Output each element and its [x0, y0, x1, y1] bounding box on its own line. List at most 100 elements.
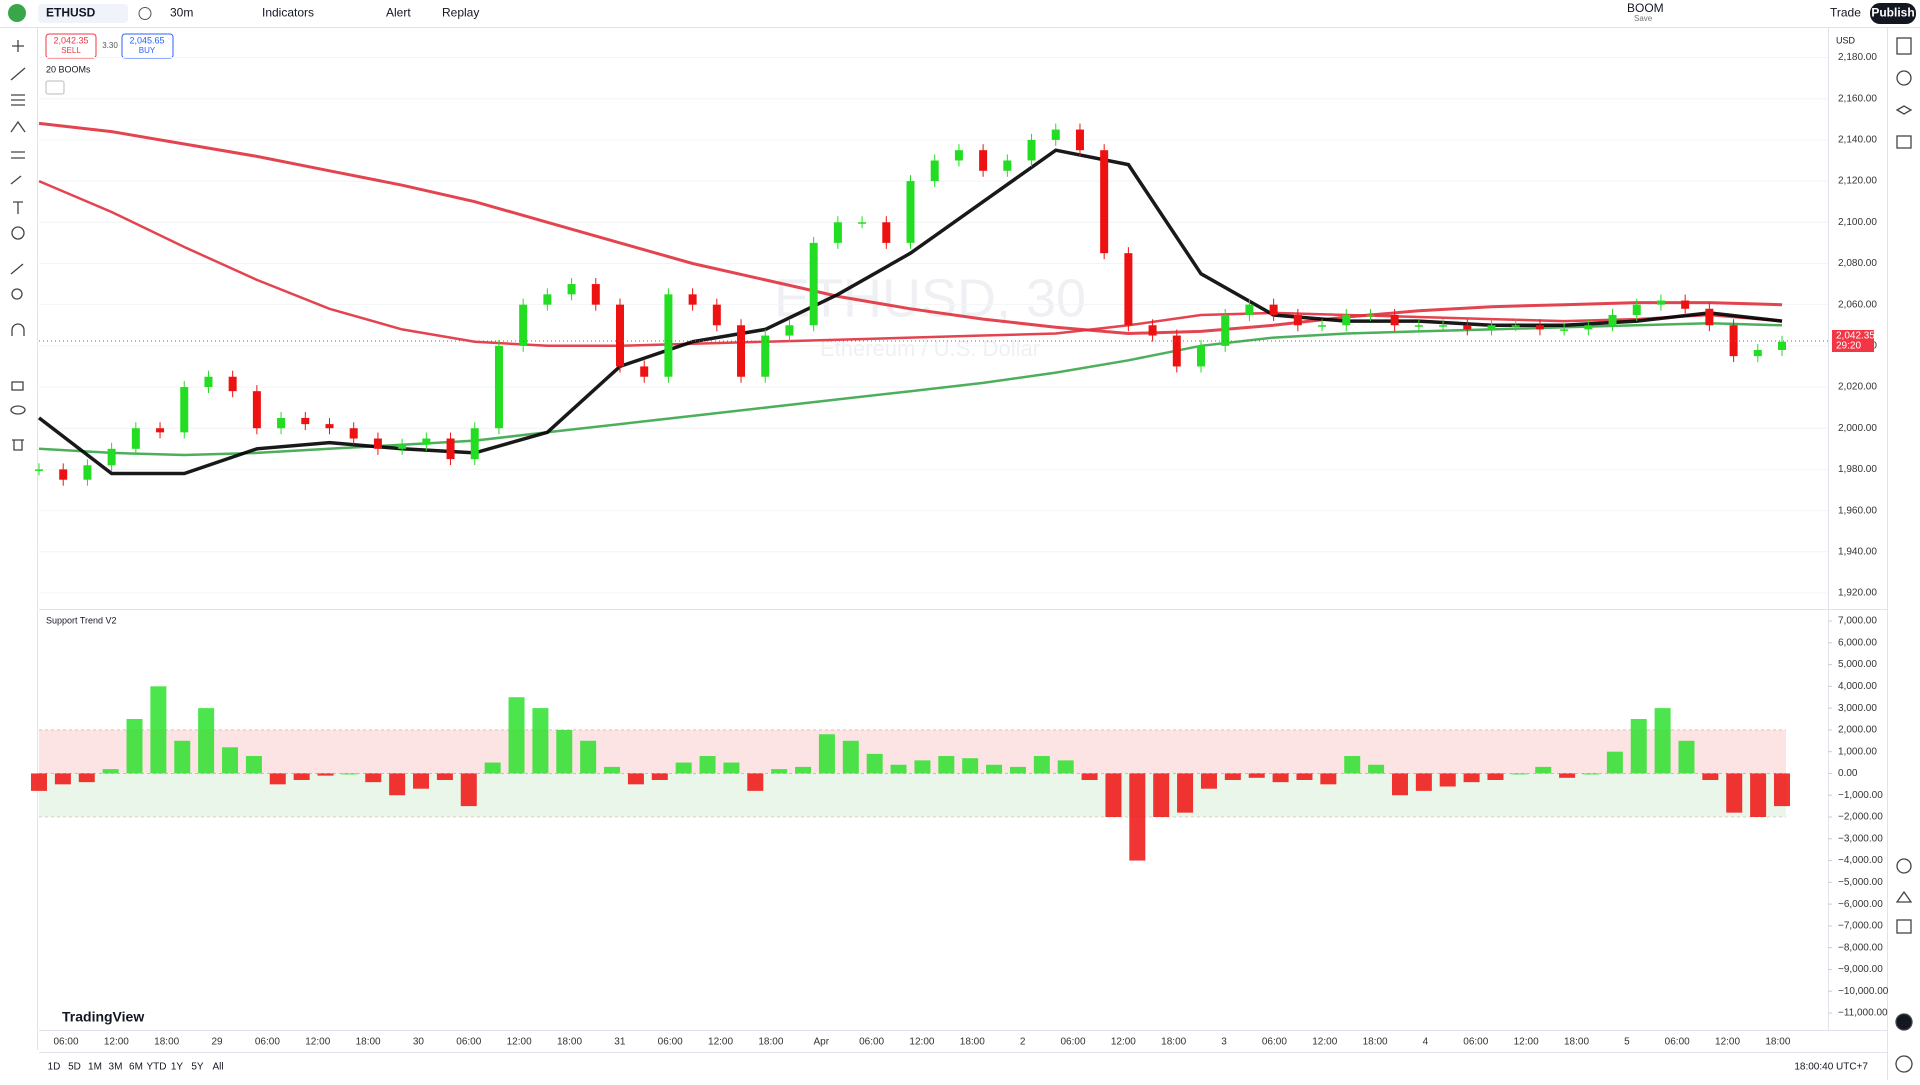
- oscillator-zone: [39, 729, 1786, 774]
- candle: [1463, 325, 1472, 330]
- candle: [543, 294, 552, 305]
- time-label: 18:00: [154, 1037, 179, 1048]
- lock-tool[interactable]: [11, 381, 24, 391]
- publish-button[interactable]: Publish: [1871, 6, 1914, 20]
- replay-button[interactable]: Replay: [442, 6, 479, 20]
- time-label: 2: [1020, 1037, 1026, 1048]
- ideas-icon[interactable]: [1895, 890, 1913, 903]
- layout-status: Save: [1634, 14, 1653, 23]
- zoom-tool[interactable]: [11, 288, 23, 300]
- trend-line-tool[interactable]: [10, 67, 26, 81]
- oscillator-bar: [269, 773, 286, 785]
- candle: [59, 469, 68, 480]
- oscillator-bar: [1296, 773, 1313, 780]
- pattern-tool[interactable]: [10, 120, 26, 133]
- candle: [83, 465, 92, 480]
- oscillator-bar: [1606, 751, 1623, 774]
- currency[interactable]: USD: [1836, 35, 1856, 45]
- candle: [906, 181, 915, 243]
- range-button[interactable]: 1M: [88, 1062, 102, 1073]
- oscillator-tick-label: −1,000.00: [1838, 790, 1883, 801]
- oscillator-bar: [723, 762, 740, 774]
- trade-button[interactable]: Trade: [1830, 6, 1861, 20]
- ruler-tool[interactable]: [10, 263, 24, 275]
- candle: [277, 417, 286, 429]
- candle: [1293, 314, 1302, 326]
- oscillator-bar: [866, 753, 883, 774]
- magnet-tool[interactable]: [11, 323, 25, 336]
- oscillator-tick-label: 4,000.00: [1838, 681, 1877, 692]
- oscillator-name: Support Trend V2: [46, 615, 117, 625]
- candle: [180, 387, 189, 433]
- avatar[interactable]: [8, 4, 26, 22]
- text-tool[interactable]: [13, 201, 23, 214]
- range-button[interactable]: 5Y: [191, 1062, 204, 1073]
- candle: [979, 150, 988, 171]
- oscillator-bar: [78, 773, 95, 783]
- oscillator-bar: [1248, 773, 1265, 778]
- fib-tool[interactable]: [11, 94, 25, 106]
- time-label: 06:00: [53, 1037, 78, 1048]
- buy-price[interactable]: 2,045.65: [129, 35, 164, 45]
- projection-tool[interactable]: [11, 151, 25, 159]
- layers-icon[interactable]: [1895, 105, 1913, 115]
- hide-tool[interactable]: [10, 405, 26, 415]
- candle: [833, 222, 842, 243]
- time-label: 18:00: [1765, 1037, 1790, 1048]
- candle: [228, 376, 237, 392]
- cursor-tool[interactable]: [12, 40, 24, 52]
- spread: 3.30: [102, 41, 118, 50]
- indicators-button[interactable]: Indicators: [262, 6, 314, 20]
- buy-label[interactable]: BUY: [139, 46, 156, 55]
- range-button[interactable]: 3M: [109, 1062, 123, 1073]
- range-button[interactable]: All: [212, 1062, 223, 1073]
- range-button[interactable]: 6M: [129, 1062, 143, 1073]
- oscillator-bar: [986, 764, 1003, 774]
- oscillator-bar: [651, 773, 668, 780]
- oscillator-tick-label: 1,000.00: [1838, 746, 1877, 757]
- oscillator-bar: [1009, 766, 1026, 774]
- sell-label[interactable]: SELL: [61, 46, 81, 55]
- range-button[interactable]: 1D: [48, 1062, 61, 1073]
- oscillator-bar: [1774, 773, 1790, 807]
- icon-tool[interactable]: [11, 226, 25, 240]
- oscillator-bar: [245, 756, 262, 774]
- calendar-icon[interactable]: [1896, 919, 1912, 934]
- help-icon[interactable]: [1895, 1055, 1913, 1073]
- time-label: 18:00: [758, 1037, 783, 1048]
- watchlist-icon[interactable]: [1896, 37, 1912, 55]
- sell-price[interactable]: 2,042.35: [53, 35, 88, 45]
- range-button[interactable]: YTD: [147, 1062, 167, 1073]
- layout-name[interactable]: BOOM: [1627, 1, 1664, 15]
- candle: [1632, 304, 1641, 315]
- oscillator-bar: [1702, 773, 1719, 780]
- target-icon[interactable]: [1896, 858, 1912, 874]
- symbol[interactable]: ETHUSD: [46, 6, 96, 20]
- oscillator-bar: [1439, 773, 1456, 787]
- chat-icon[interactable]: [1896, 135, 1912, 149]
- oscillator-tick-label: −4,000.00: [1838, 855, 1883, 866]
- oscillator-bar: [174, 740, 191, 774]
- delete-tool[interactable]: [12, 439, 24, 451]
- collapse-legend[interactable]: [45, 80, 65, 95]
- alerts-icon[interactable]: [1896, 70, 1912, 86]
- publish-box[interactable]: [1870, 3, 1916, 24]
- candle: [494, 345, 503, 429]
- sidebar-icons: [1895, 37, 1913, 1073]
- alert-button[interactable]: Alert: [386, 6, 411, 20]
- interval[interactable]: 30m: [170, 6, 193, 20]
- drawing-tools: [10, 40, 26, 451]
- oscillator-bar: [1081, 773, 1098, 780]
- candle: [785, 325, 794, 336]
- add-symbol[interactable]: [138, 7, 152, 20]
- time-label: 18:00: [557, 1037, 582, 1048]
- apps-icon[interactable]: [1895, 1013, 1913, 1031]
- range-button[interactable]: 5D: [68, 1062, 81, 1073]
- candle: [712, 304, 721, 326]
- symbol-box[interactable]: [38, 4, 128, 23]
- candle: [1172, 335, 1181, 367]
- range-button[interactable]: 1Y: [171, 1062, 184, 1073]
- price-tick-label: 2,140.00: [1838, 135, 1877, 146]
- time-label: 12:00: [1111, 1037, 1136, 1048]
- brush-tool[interactable]: [10, 175, 22, 185]
